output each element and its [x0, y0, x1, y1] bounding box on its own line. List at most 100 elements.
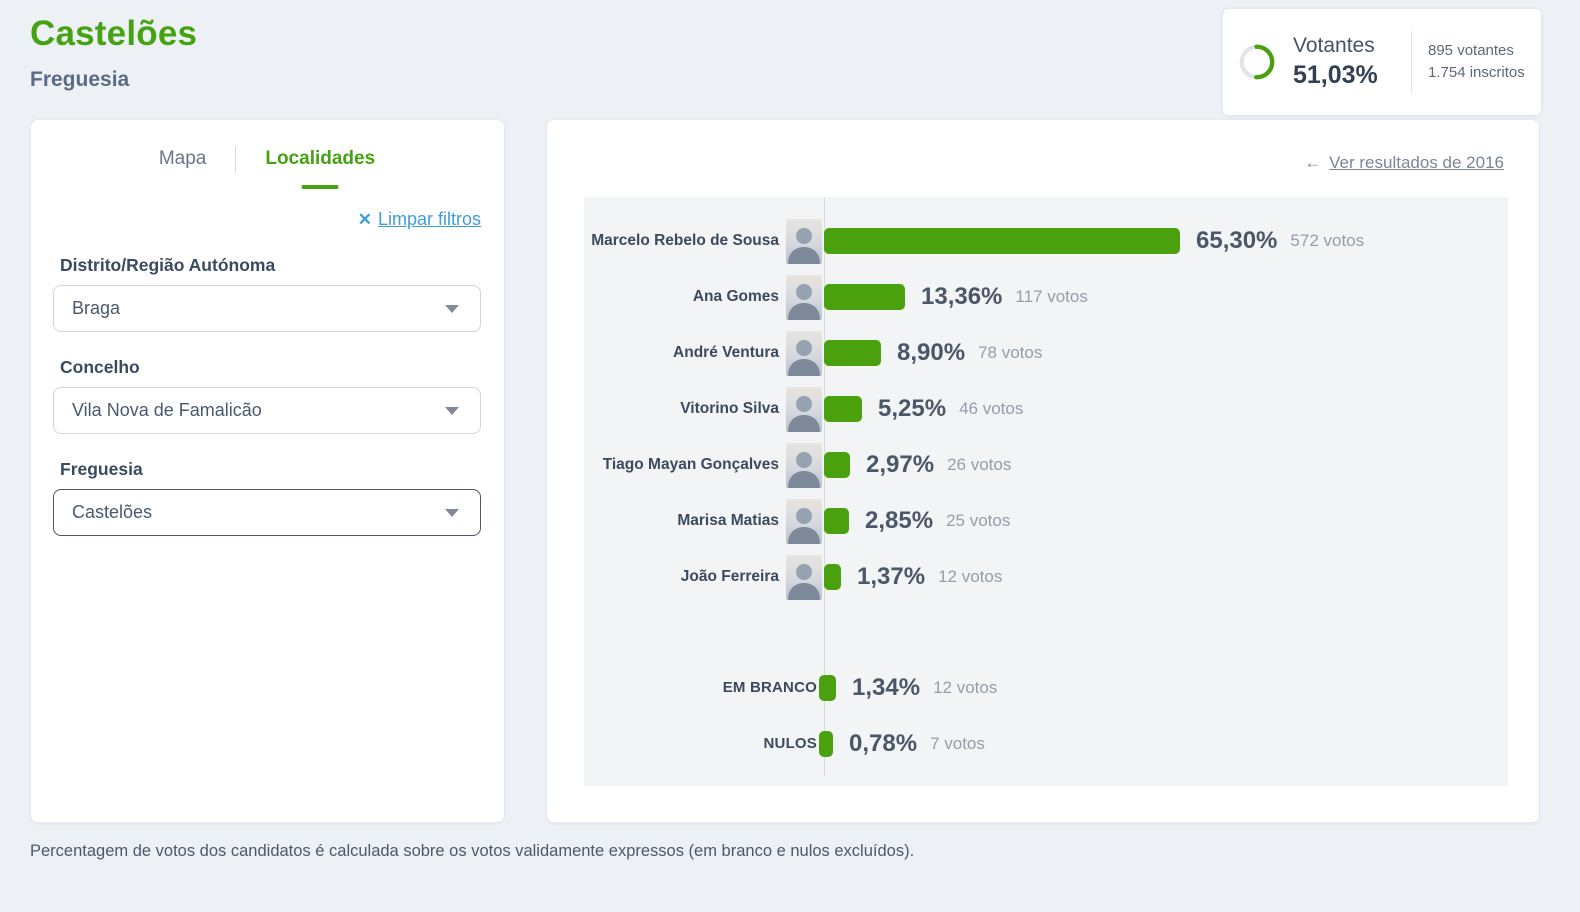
arrow-left-icon: ← — [1304, 153, 1322, 172]
result-bar — [824, 452, 850, 478]
clear-filters-label: Limpar filtros — [377, 209, 481, 229]
page-title: Castelões — [30, 14, 198, 53]
result-percent: 5,25% — [878, 395, 947, 422]
turnout-percent: 51,03% — [1293, 61, 1378, 89]
person-icon — [786, 558, 822, 600]
results-2016-link[interactable]: ← Ver resultados de 2016 — [1304, 153, 1504, 172]
tab-divider — [235, 146, 237, 173]
result-percent: 1,34% — [852, 674, 921, 701]
turnout-card: Votantes 51,03% 895 votantes 1.754 inscr… — [1222, 8, 1542, 116]
result-votes: 12 votos — [938, 567, 1003, 586]
result-bar — [824, 396, 862, 422]
turnout-voters: 895 votantes — [1428, 42, 1514, 59]
candidate-name: André Ventura — [673, 344, 779, 362]
result-row: Marisa Matias 2,85% 25 votos — [584, 493, 1508, 549]
candidate-name: EM BRANCO — [722, 679, 817, 697]
result-bar — [819, 675, 836, 701]
turnout-registered: 1.754 inscritos — [1428, 64, 1525, 81]
candidate-name: Vitorino Silva — [680, 400, 779, 418]
tab-localidades-label: Localidades — [265, 147, 376, 169]
result-row: André Ventura 8,90% 78 votos — [584, 325, 1508, 381]
result-bar — [824, 508, 849, 534]
close-icon: ✕ — [357, 209, 372, 229]
result-votes: 46 votos — [959, 399, 1024, 418]
freguesia-select[interactable]: Castelões — [53, 489, 481, 536]
candidate-photo — [786, 330, 822, 376]
person-icon — [786, 446, 822, 488]
candidate-name: João Ferreira — [680, 568, 779, 586]
result-votes: 26 votos — [947, 455, 1012, 474]
freguesia-value: Castelões — [72, 502, 153, 522]
person-icon — [786, 390, 822, 432]
result-bar — [824, 564, 841, 590]
footnote: Percentagem de votos dos candidatos é ca… — [30, 842, 915, 860]
results-bar-chart: Marcelo Rebelo de Sousa 65,30% 572 votos An… — [584, 197, 1508, 786]
candidate-photo — [786, 498, 822, 544]
candidate-photo — [786, 554, 822, 600]
result-votes: 78 votos — [978, 343, 1043, 362]
district-value: Braga — [72, 298, 121, 318]
clear-filters-link[interactable]: ✕ Limpar filtros — [358, 209, 481, 230]
result-percent: 2,97% — [866, 451, 935, 478]
result-row: Marcelo Rebelo de Sousa 65,30% 572 votos — [584, 213, 1508, 269]
candidate-photo — [786, 274, 822, 320]
result-row: João Ferreira 1,37% 12 votos — [584, 549, 1508, 605]
tab-mapa-label: Mapa — [158, 147, 207, 169]
result-percent: 13,36% — [921, 283, 1003, 310]
turnout-label: Votantes — [1293, 34, 1375, 57]
result-votes: 117 votos — [1015, 287, 1088, 306]
concelho-value: Vila Nova de Famalicão — [72, 400, 262, 420]
result-bar — [819, 731, 833, 757]
result-percent: 65,30% — [1196, 227, 1278, 254]
result-votes: 25 votos — [946, 511, 1011, 530]
result-percent: 0,78% — [849, 730, 918, 757]
view-tabs: Mapa Localidades — [53, 146, 481, 189]
district-select[interactable]: Braga — [53, 285, 481, 332]
results-2016-label: Ver resultados de 2016 — [1329, 153, 1504, 172]
person-icon — [786, 222, 822, 264]
candidate-name: Ana Gomes — [692, 288, 779, 306]
candidate-photo — [786, 442, 822, 488]
turnout-divider — [1411, 31, 1412, 93]
candidate-photo — [786, 386, 822, 432]
active-tab-underline — [301, 184, 339, 189]
result-row: NULOS 0,78% 7 votos — [584, 716, 1508, 772]
chart-spacer — [584, 605, 1508, 660]
result-row: EM BRANCO 1,34% 12 votos — [584, 660, 1508, 716]
page-header: Castelões Freguesia — [0, 0, 1580, 92]
result-percent: 2,85% — [865, 507, 934, 534]
candidate-photo — [786, 218, 822, 264]
chevron-down-icon — [445, 508, 459, 517]
page-subtitle: Freguesia — [30, 68, 130, 91]
result-row: Ana Gomes 13,36% 117 votos — [584, 269, 1508, 325]
concelho-label: Concelho — [60, 357, 140, 377]
tab-mapa[interactable]: Mapa — [159, 148, 207, 176]
results-panel: ← Ver resultados de 2016 Marcelo Rebelo … — [546, 119, 1540, 823]
person-icon — [786, 334, 822, 376]
result-bar — [824, 284, 905, 310]
district-label: Distrito/Região Autónoma — [60, 255, 276, 275]
candidate-name: Tiago Mayan Gonçalves — [602, 456, 779, 474]
result-votes: 7 votos — [930, 734, 985, 753]
candidate-name: Marisa Matias — [677, 512, 779, 530]
result-votes: 12 votos — [933, 678, 998, 697]
person-icon — [786, 278, 822, 320]
concelho-select[interactable]: Vila Nova de Famalicão — [53, 387, 481, 434]
result-bar — [824, 228, 1180, 254]
candidate-name: Marcelo Rebelo de Sousa — [591, 232, 779, 250]
filters-panel: Mapa Localidades ✕ Limpar filtros Distri… — [30, 119, 505, 823]
freguesia-label: Freguesia — [60, 459, 143, 479]
turnout-donut-icon — [1239, 44, 1275, 80]
result-row: Tiago Mayan Gonçalves 2,97% 26 votos — [584, 437, 1508, 493]
candidate-name: NULOS — [763, 735, 817, 753]
tab-localidades[interactable]: Localidades — [265, 147, 376, 189]
result-votes: 572 votos — [1290, 231, 1365, 250]
chevron-down-icon — [445, 304, 459, 313]
person-icon — [786, 502, 822, 544]
chevron-down-icon — [445, 406, 459, 415]
result-percent: 8,90% — [897, 339, 966, 366]
result-row: Vitorino Silva 5,25% 46 votos — [584, 381, 1508, 437]
chart-axis-line — [824, 197, 825, 776]
result-bar — [824, 340, 881, 366]
result-percent: 1,37% — [857, 563, 926, 590]
